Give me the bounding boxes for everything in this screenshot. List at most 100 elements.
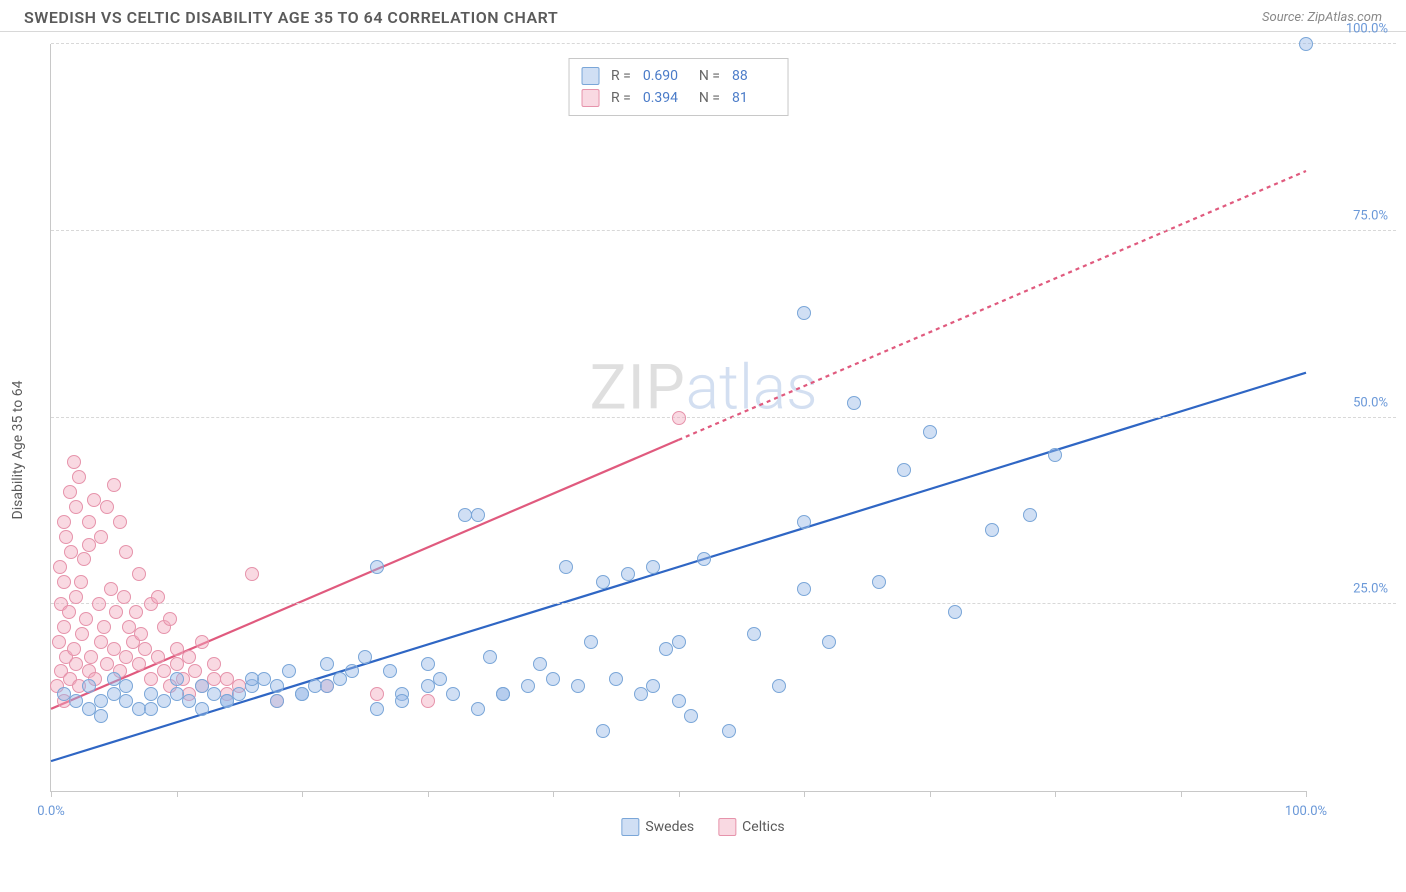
chart-container: SWEDISH VS CELTIC DISABILITY AGE 35 TO 6… — [0, 0, 1406, 892]
gridline-h — [51, 43, 1396, 44]
r-value-celtics: 0.394 — [643, 90, 687, 106]
chart-header: SWEDISH VS CELTIC DISABILITY AGE 35 TO 6… — [0, 0, 1406, 32]
x-tick — [804, 791, 805, 797]
scatter-point-swedes — [797, 515, 811, 529]
n-label: N = — [699, 68, 720, 84]
scatter-point-swedes — [295, 687, 309, 701]
scatter-point-swedes — [521, 679, 535, 693]
scatter-point-swedes — [722, 724, 736, 738]
scatter-point-swedes — [282, 664, 296, 678]
scatter-point-celtics — [67, 455, 81, 469]
scatter-point-swedes — [370, 702, 384, 716]
scatter-point-celtics — [62, 605, 76, 619]
y-tick-label: 100.0% — [1346, 22, 1388, 37]
scatter-point-swedes — [872, 575, 886, 589]
scatter-point-celtics — [57, 515, 71, 529]
scatter-point-swedes — [232, 687, 246, 701]
scatter-point-swedes — [609, 672, 623, 686]
legend-label-celtics: Celtics — [742, 819, 784, 835]
scatter-point-swedes — [446, 687, 460, 701]
x-tick-label: 0.0% — [37, 804, 65, 819]
scatter-point-swedes — [646, 679, 660, 693]
swatch-swedes — [621, 818, 639, 836]
x-tick — [1181, 791, 1182, 797]
x-tick — [1055, 791, 1056, 797]
scatter-point-celtics — [94, 530, 108, 544]
x-tick — [51, 791, 52, 797]
x-tick — [302, 791, 303, 797]
scatter-point-celtics — [151, 590, 165, 604]
legend-label-swedes: Swedes — [645, 819, 694, 835]
scatter-point-swedes — [672, 694, 686, 708]
scatter-point-swedes — [1023, 508, 1037, 522]
scatter-point-celtics — [245, 567, 259, 581]
scatter-point-celtics — [57, 575, 71, 589]
scatter-point-swedes — [948, 605, 962, 619]
scatter-point-swedes — [672, 635, 686, 649]
x-tick — [930, 791, 931, 797]
scatter-point-celtics — [52, 635, 66, 649]
scatter-point-swedes — [383, 664, 397, 678]
source-prefix: Source: — [1262, 10, 1307, 25]
scatter-point-swedes — [270, 694, 284, 708]
scatter-point-celtics — [74, 575, 88, 589]
scatter-point-celtics — [100, 500, 114, 514]
scatter-point-celtics — [170, 657, 184, 671]
x-tick — [1306, 791, 1307, 797]
y-tick-label: 25.0% — [1353, 582, 1388, 597]
scatter-point-celtics — [151, 650, 165, 664]
scatter-point-swedes — [471, 508, 485, 522]
bottom-legend: Swedes Celtics — [621, 818, 784, 836]
stats-row-swedes: R = 0.690 N = 88 — [581, 65, 776, 87]
scatter-point-swedes — [621, 567, 635, 581]
scatter-point-swedes — [747, 627, 761, 641]
x-tick — [553, 791, 554, 797]
scatter-point-celtics — [75, 627, 89, 641]
scatter-point-celtics — [107, 478, 121, 492]
scatter-point-swedes — [395, 694, 409, 708]
scatter-point-swedes — [571, 679, 585, 693]
scatter-point-celtics — [67, 642, 81, 656]
chart-title: SWEDISH VS CELTIC DISABILITY AGE 35 TO 6… — [24, 8, 558, 27]
scatter-point-swedes — [797, 582, 811, 596]
scatter-point-swedes — [82, 679, 96, 693]
r-value-swedes: 0.690 — [643, 68, 687, 84]
scatter-point-swedes — [421, 679, 435, 693]
n-label: N = — [699, 90, 720, 106]
scatter-point-swedes — [170, 672, 184, 686]
x-tick — [177, 791, 178, 797]
scatter-point-celtics — [144, 672, 158, 686]
scatter-point-celtics — [370, 687, 384, 701]
scatter-point-swedes — [433, 672, 447, 686]
x-tick — [679, 791, 680, 797]
scatter-point-swedes — [94, 694, 108, 708]
scatter-point-celtics — [163, 612, 177, 626]
stats-box: R = 0.690 N = 88 R = 0.394 N = 81 — [568, 58, 789, 116]
scatter-point-swedes — [646, 560, 660, 574]
scatter-point-swedes — [94, 709, 108, 723]
scatter-point-swedes — [370, 560, 384, 574]
scatter-point-celtics — [53, 560, 67, 574]
scatter-point-celtics — [79, 612, 93, 626]
scatter-point-celtics — [109, 605, 123, 619]
n-value-swedes: 88 — [732, 68, 776, 84]
scatter-point-swedes — [546, 672, 560, 686]
scatter-point-swedes — [144, 702, 158, 716]
scatter-point-celtics — [82, 515, 96, 529]
scatter-point-swedes — [822, 635, 836, 649]
scatter-point-celtics — [134, 627, 148, 641]
scatter-point-swedes — [496, 687, 510, 701]
scatter-point-swedes — [596, 575, 610, 589]
r-label: R = — [611, 90, 631, 106]
scatter-point-celtics — [69, 500, 83, 514]
scatter-point-swedes — [596, 724, 610, 738]
scatter-point-swedes — [684, 709, 698, 723]
scatter-point-celtics — [113, 515, 127, 529]
scatter-point-swedes — [345, 664, 359, 678]
scatter-point-swedes — [107, 672, 121, 686]
scatter-point-swedes — [157, 694, 171, 708]
scatter-point-celtics — [59, 530, 73, 544]
gridline-h — [51, 603, 1396, 604]
scatter-point-celtics — [117, 590, 131, 604]
scatter-point-celtics — [77, 552, 91, 566]
